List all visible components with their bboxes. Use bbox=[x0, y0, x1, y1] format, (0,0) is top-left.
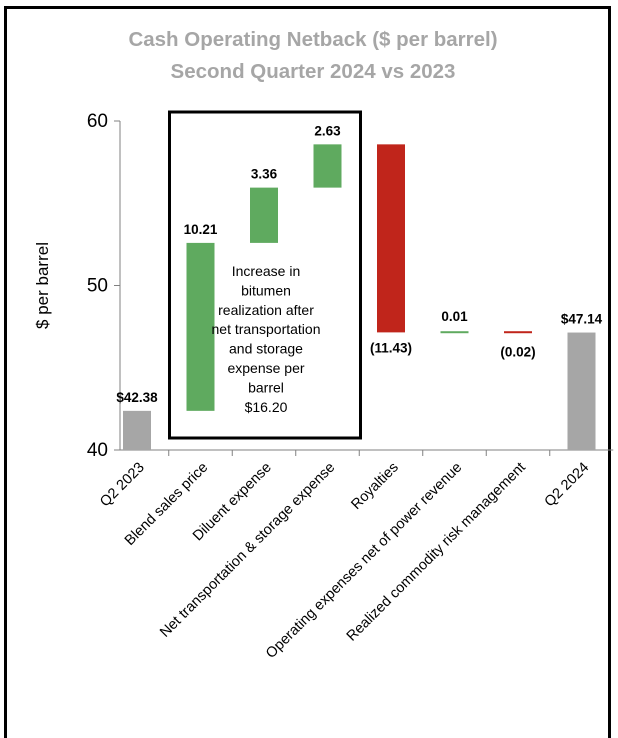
annotation-box: Increase in bitumen realization after net t… bbox=[168, 110, 362, 440]
annotation-line: bitumen bbox=[241, 282, 291, 298]
bar-2 bbox=[250, 187, 278, 243]
bar-4 bbox=[377, 144, 405, 333]
y-tick-label: 40 bbox=[87, 440, 108, 461]
annotation-line: expense per bbox=[227, 360, 304, 376]
bar-7 bbox=[567, 332, 596, 450]
data-label: (0.02) bbox=[500, 345, 535, 360]
y-tick-label: 60 bbox=[87, 111, 108, 132]
bar-5 bbox=[440, 331, 469, 334]
axes: 40 50 60 $ per barrel bbox=[33, 111, 614, 461]
data-label: 0.01 bbox=[441, 309, 468, 324]
bar-6 bbox=[504, 331, 532, 334]
bar-0 bbox=[123, 410, 151, 450]
y-axis-label: $ per barrel bbox=[33, 242, 52, 329]
y-tick-label: 50 bbox=[87, 276, 108, 297]
x-tick-label: Royalties bbox=[348, 460, 401, 513]
data-label: (11.43) bbox=[370, 340, 412, 355]
chart-title: Cash Operating Netback ($ per barrel) bbox=[128, 28, 497, 51]
annotation-border bbox=[168, 110, 362, 440]
annotation-line: and storage bbox=[229, 341, 303, 357]
bar-1 bbox=[186, 242, 215, 411]
bars bbox=[123, 144, 596, 450]
bar-3 bbox=[313, 144, 342, 188]
annotation-line: Increase in bbox=[232, 263, 300, 279]
chart-frame bbox=[4, 6, 611, 738]
annotation-line: net transportation bbox=[212, 321, 321, 337]
chart-subtitle: Second Quarter 2024 vs 2023 bbox=[171, 60, 456, 83]
data-label: 2.63 bbox=[314, 123, 341, 138]
data-label: 3.36 bbox=[251, 167, 278, 182]
annotation-line: realization after bbox=[218, 302, 314, 318]
annotation-line: barrel bbox=[248, 379, 284, 395]
data-label: $47.14 bbox=[561, 312, 603, 327]
data-labels: $42.38 10.21 3.36 2.63 (11.43) 0.01 (0.02) $47.… bbox=[116, 123, 602, 404]
x-tick-label: Q2 2024 bbox=[542, 460, 593, 511]
data-label: $42.38 bbox=[116, 390, 158, 405]
data-label: 10.21 bbox=[184, 222, 218, 237]
x-tick-label: Q2 2023 bbox=[97, 460, 148, 511]
annotation-line: $16.20 bbox=[245, 399, 288, 415]
